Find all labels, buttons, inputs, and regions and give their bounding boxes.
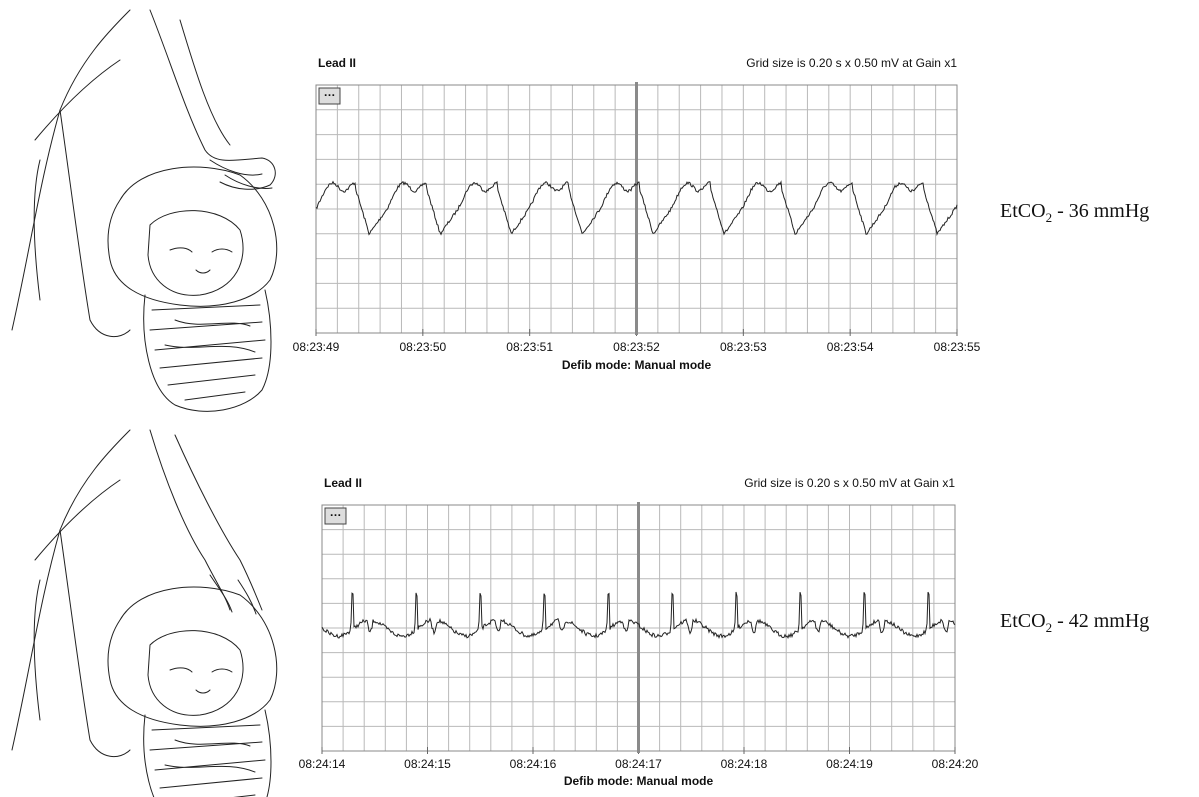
- mode-label: Defib mode: Manual mode: [564, 774, 714, 788]
- grid-info: Grid size is 0.20 s x 0.50 mV at Gain x1: [744, 476, 955, 490]
- etco2-prefix: EtCO: [1000, 610, 1046, 632]
- ecg-trace: [321, 591, 956, 640]
- time-label: 08:23:54: [827, 340, 874, 354]
- etco2-subscript: 2: [1046, 210, 1053, 225]
- time-label: 08:24:17: [615, 757, 662, 771]
- lead-label: Lead II: [318, 56, 356, 70]
- ecg-panel: … Lead II Grid size is 0.20 s x 0.50 mV at…: [299, 476, 1150, 788]
- time-label: 08:24:16: [510, 757, 557, 771]
- ecg-panel: … Lead II Grid size is 0.20 s x 0.50 mV at…: [293, 56, 1150, 372]
- ecg-trace: [315, 180, 958, 236]
- time-label: 08:24:15: [404, 757, 451, 771]
- etco2-label: EtCO2 - 42 mmHg: [1000, 610, 1149, 635]
- menu-icon: [324, 507, 347, 525]
- etco2-label: EtCO2 - 36 mmHg: [1000, 200, 1149, 225]
- etco2-suffix: - 42 mmHg: [1052, 610, 1149, 632]
- time-label: 08:23:49: [293, 340, 340, 354]
- time-label: 08:24:20: [932, 757, 979, 771]
- time-label: 08:23:55: [934, 340, 981, 354]
- time-label: 08:23:50: [399, 340, 446, 354]
- lead-label: Lead II: [324, 476, 362, 490]
- etco2-prefix: EtCO: [1000, 200, 1046, 222]
- menu-icon: [318, 87, 341, 105]
- menu-icon-dots: …: [330, 505, 342, 519]
- mode-label: Defib mode: Manual mode: [562, 358, 712, 372]
- time-label: 08:24:19: [826, 757, 873, 771]
- cpr-illustration: [11, 9, 278, 412]
- time-label: 08:23:52: [613, 340, 660, 354]
- etco2-suffix: - 36 mmHg: [1052, 200, 1149, 222]
- cpr-illustration: [11, 429, 278, 797]
- grid-info: Grid size is 0.20 s x 0.50 mV at Gain x1: [746, 56, 957, 70]
- time-label: 08:24:18: [721, 757, 768, 771]
- time-label: 08:23:53: [720, 340, 767, 354]
- time-label: 08:24:14: [299, 757, 346, 771]
- time-label: 08:23:51: [506, 340, 553, 354]
- menu-icon-dots: …: [324, 85, 336, 99]
- etco2-subscript: 2: [1046, 620, 1053, 635]
